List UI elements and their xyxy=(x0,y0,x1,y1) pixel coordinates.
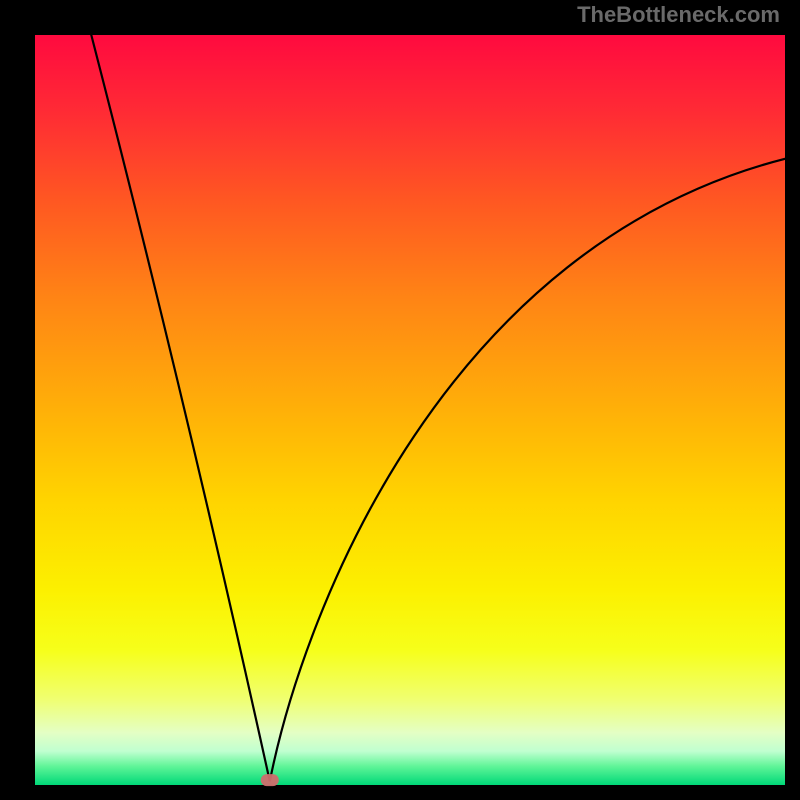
minimum-marker xyxy=(261,774,279,786)
watermark-text: TheBottleneck.com xyxy=(577,2,780,28)
plot-background xyxy=(35,35,785,785)
chart-stage: TheBottleneck.com xyxy=(0,0,800,800)
chart-svg xyxy=(0,0,800,800)
